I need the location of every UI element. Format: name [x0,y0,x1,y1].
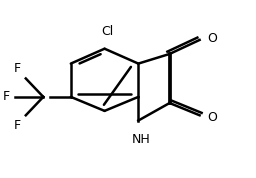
Text: F: F [14,119,21,132]
Text: F: F [2,90,9,103]
Text: Cl: Cl [101,25,113,38]
Text: O: O [207,111,217,124]
Text: O: O [207,32,217,45]
Text: NH: NH [132,133,150,146]
Text: F: F [14,62,21,75]
